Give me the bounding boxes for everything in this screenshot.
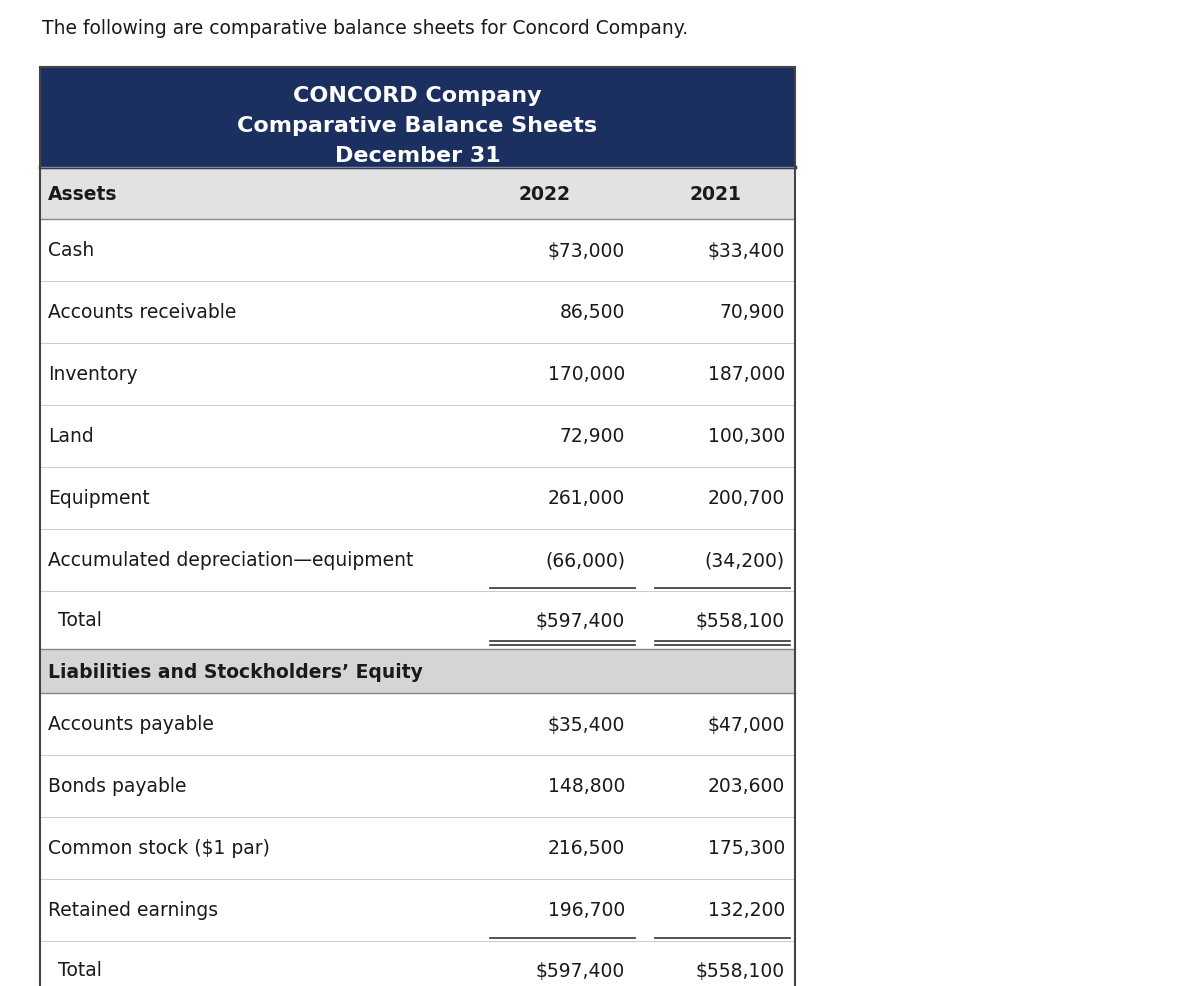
Text: Liabilities and Stockholders’ Equity: Liabilities and Stockholders’ Equity bbox=[48, 662, 422, 680]
Bar bbox=[40, 650, 796, 693]
Text: 2021: 2021 bbox=[689, 184, 740, 203]
Text: Equipment: Equipment bbox=[48, 489, 150, 508]
Bar bbox=[40, 68, 796, 168]
Text: Bonds payable: Bonds payable bbox=[48, 777, 186, 796]
Text: Accounts payable: Accounts payable bbox=[48, 715, 214, 734]
Text: 148,800: 148,800 bbox=[547, 777, 625, 796]
Text: Comparative Balance Sheets: Comparative Balance Sheets bbox=[238, 116, 598, 136]
Text: Land: Land bbox=[48, 427, 94, 446]
Text: Total: Total bbox=[58, 611, 102, 630]
Text: $73,000: $73,000 bbox=[547, 242, 625, 260]
Text: 70,900: 70,900 bbox=[720, 303, 785, 322]
Bar bbox=[40, 880, 796, 941]
Bar bbox=[40, 405, 796, 467]
Text: (66,000): (66,000) bbox=[545, 551, 625, 570]
Text: 196,700: 196,700 bbox=[547, 900, 625, 920]
Text: (34,200): (34,200) bbox=[704, 551, 785, 570]
Text: Accounts receivable: Accounts receivable bbox=[48, 303, 236, 322]
Text: $597,400: $597,400 bbox=[535, 960, 625, 979]
Text: $35,400: $35,400 bbox=[547, 715, 625, 734]
Text: Assets: Assets bbox=[48, 184, 118, 203]
Bar bbox=[40, 168, 796, 220]
Bar bbox=[40, 344, 796, 405]
Text: 2022: 2022 bbox=[520, 184, 571, 203]
Bar bbox=[40, 755, 796, 817]
Text: $558,100: $558,100 bbox=[696, 611, 785, 630]
Text: $47,000: $47,000 bbox=[708, 715, 785, 734]
Bar bbox=[40, 693, 796, 755]
Text: Accumulated depreciation—equipment: Accumulated depreciation—equipment bbox=[48, 551, 413, 570]
Text: 100,300: 100,300 bbox=[708, 427, 785, 446]
Text: Common stock ($1 par): Common stock ($1 par) bbox=[48, 839, 270, 858]
Text: $33,400: $33,400 bbox=[708, 242, 785, 260]
Text: 132,200: 132,200 bbox=[708, 900, 785, 920]
Bar bbox=[40, 592, 796, 650]
Bar bbox=[40, 220, 796, 282]
Text: 200,700: 200,700 bbox=[708, 489, 785, 508]
Bar bbox=[40, 282, 796, 344]
Text: 187,000: 187,000 bbox=[708, 365, 785, 385]
Bar bbox=[40, 529, 796, 592]
Text: $597,400: $597,400 bbox=[535, 611, 625, 630]
Text: The following are comparative balance sheets for Concord Company.: The following are comparative balance sh… bbox=[42, 19, 688, 37]
Text: 216,500: 216,500 bbox=[547, 839, 625, 858]
Text: 170,000: 170,000 bbox=[547, 365, 625, 385]
Text: 261,000: 261,000 bbox=[547, 489, 625, 508]
Text: Total: Total bbox=[58, 960, 102, 979]
Text: December 31: December 31 bbox=[335, 146, 500, 166]
Text: CONCORD Company: CONCORD Company bbox=[293, 86, 542, 106]
Text: Retained earnings: Retained earnings bbox=[48, 900, 218, 920]
Text: 175,300: 175,300 bbox=[708, 839, 785, 858]
Text: $558,100: $558,100 bbox=[696, 960, 785, 979]
Bar bbox=[40, 467, 796, 529]
Text: 203,600: 203,600 bbox=[708, 777, 785, 796]
Bar bbox=[40, 817, 796, 880]
Bar bbox=[40, 941, 796, 986]
Text: Cash: Cash bbox=[48, 242, 95, 260]
Text: 72,900: 72,900 bbox=[559, 427, 625, 446]
Text: Inventory: Inventory bbox=[48, 365, 138, 385]
Text: 86,500: 86,500 bbox=[559, 303, 625, 322]
